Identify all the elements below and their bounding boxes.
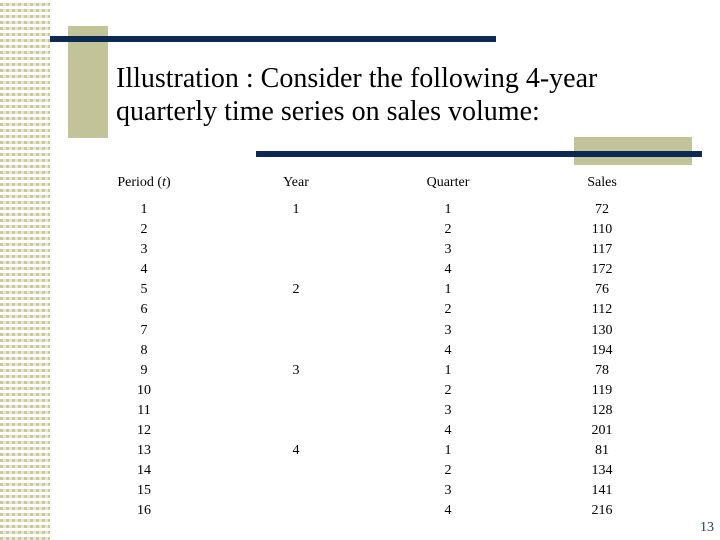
period-cell: 7 [140, 322, 148, 338]
page-number: 13 [700, 520, 714, 535]
quarter-cell: 3 [444, 483, 452, 499]
quarter-cell: 4 [444, 342, 452, 358]
period-cell: 9 [140, 362, 148, 378]
quarter-cell: 2 [444, 382, 452, 398]
year-cell [264, 240, 328, 260]
period-cell: 1 [140, 202, 148, 217]
sales-cell: 172 [591, 262, 613, 278]
year-cell [264, 421, 328, 441]
header-quarter: Quarter [426, 175, 470, 190]
header-year: Year [283, 175, 309, 190]
top-rule [50, 36, 496, 42]
period-cell: 5 [140, 282, 148, 298]
sales-cell: 201 [591, 423, 613, 439]
quarter-cell: 4 [444, 262, 452, 278]
year-cell [264, 341, 328, 361]
year-cell [264, 461, 328, 481]
sales-cell: 119 [591, 382, 613, 398]
sales-cell: 128 [591, 402, 613, 418]
quarter-cell: 3 [444, 402, 452, 418]
period-cell: 15 [137, 483, 151, 499]
period-column: 1 2 3 4 5 6 7 8 9 10 11 12 13 14 15 16 [112, 200, 176, 522]
year-cell [264, 300, 328, 320]
sales-cell: 81 [595, 443, 609, 459]
year-cell: 4 [292, 443, 300, 459]
period-cell: 11 [137, 402, 151, 418]
period-cell: 8 [140, 342, 148, 358]
decorative-strip [0, 0, 50, 540]
quarter-cell: 3 [444, 322, 452, 338]
year-column: 1 2 3 4 [264, 200, 328, 522]
header-sales: Sales [587, 175, 617, 190]
sales-cell: 216 [591, 503, 613, 519]
year-cell: 1 [292, 202, 300, 217]
year-cell [264, 401, 328, 421]
header-period-label: Period (t) [117, 175, 171, 190]
quarter-cell: 3 [444, 242, 452, 258]
sales-cell: 141 [591, 483, 613, 499]
year-cell: 2 [292, 282, 300, 298]
sales-cell: 72 [595, 202, 609, 217]
quarter-cell: 1 [444, 443, 452, 459]
accent-block-top [68, 26, 108, 138]
quarter-cell: 4 [444, 423, 452, 439]
quarter-cell: 1 [444, 202, 452, 217]
sales-cell: 130 [591, 322, 613, 338]
slide-title: Illustration : Consider the following 4-… [116, 63, 598, 127]
period-cell: 16 [137, 503, 151, 519]
period-cell: 2 [140, 222, 148, 238]
sales-cell: 134 [591, 463, 613, 479]
year-cell [264, 381, 328, 401]
period-cell: 3 [140, 242, 148, 258]
sales-cell: 112 [591, 302, 613, 318]
quarter-cell: 2 [444, 302, 452, 318]
quarter-cell: 1 [444, 282, 452, 298]
year-cell: 3 [292, 362, 300, 378]
year-cell [264, 481, 328, 501]
sales-cell: 76 [595, 282, 609, 298]
year-cell [264, 501, 328, 521]
period-cell: 14 [137, 463, 151, 479]
quarter-cell: 2 [444, 463, 452, 479]
sales-column: 72 110 117 172 76 112 130 194 78 119 128 201 81 134 14… [570, 200, 634, 522]
quarter-column: 1 2 3 4 1 2 3 4 1 2 3 4 1 2 3 4 [416, 200, 480, 522]
quarter-cell: 2 [444, 222, 452, 238]
sales-cell: 194 [591, 342, 613, 358]
quarter-cell: 4 [444, 503, 452, 519]
period-cell: 12 [137, 423, 151, 439]
period-cell: 10 [137, 382, 151, 398]
period-cell: 13 [137, 443, 151, 459]
year-cell [264, 321, 328, 341]
year-cell [264, 220, 328, 240]
header-period: Period (t) [100, 172, 188, 194]
quarter-cell: 1 [444, 362, 452, 378]
sales-cell: 110 [591, 222, 613, 238]
year-cell [264, 260, 328, 280]
period-cell: 4 [140, 262, 148, 278]
period-cell: 6 [140, 302, 148, 318]
sales-cell: 78 [595, 362, 609, 378]
sales-cell: 117 [591, 242, 613, 258]
bottom-rule [256, 151, 702, 157]
